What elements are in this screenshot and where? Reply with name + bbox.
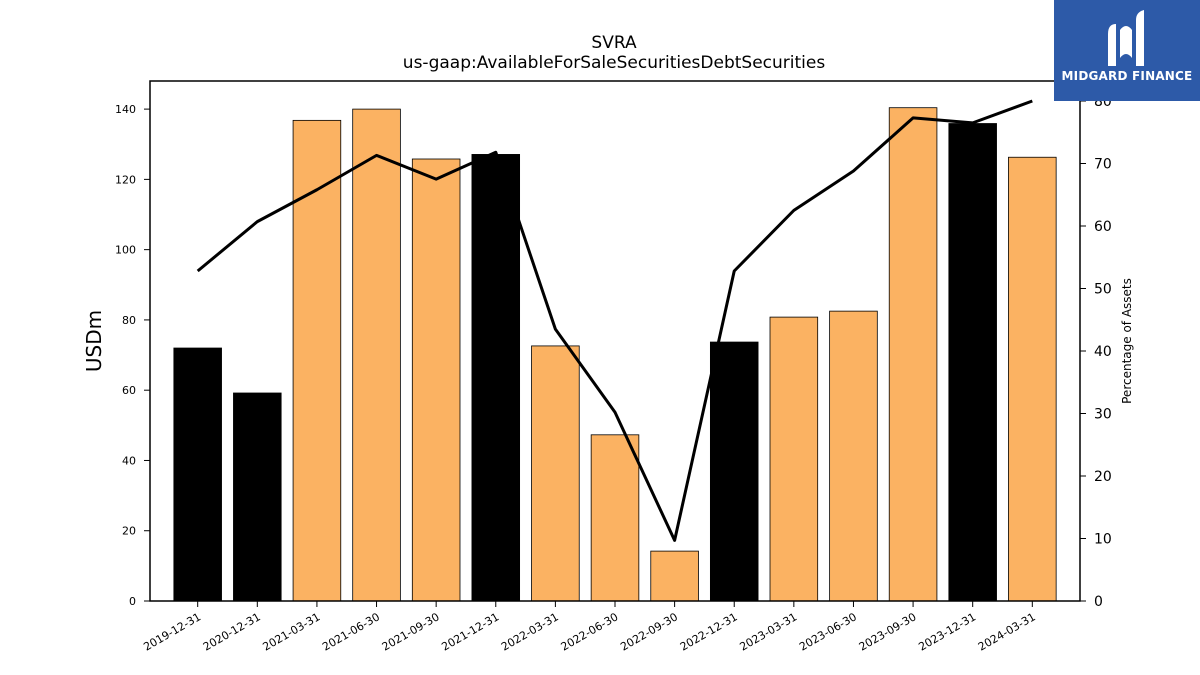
y2-tick-label: 10: [1094, 532, 1112, 548]
y-tick-label: 60: [122, 384, 136, 397]
bar: [1008, 156, 1057, 602]
x-tick-label: 2022-09-30: [618, 610, 680, 653]
y-tick-label: 120: [115, 173, 136, 186]
x-tick-label: 2023-12-31: [916, 610, 978, 653]
bar: [590, 434, 640, 602]
x-tick-label: 2024-03-31: [976, 610, 1038, 653]
x-tick-label: 2021-03-31: [261, 610, 323, 653]
y2-tick-label: 0: [1094, 594, 1103, 610]
y-tick-label: 40: [122, 454, 136, 467]
bar: [948, 123, 997, 602]
x-tick-label: 2022-03-31: [499, 610, 561, 653]
x-tick-label: 2019-12-31: [141, 610, 203, 653]
y2-tick-label: 30: [1094, 407, 1112, 423]
x-tick-label: 2023-09-30: [857, 610, 919, 653]
bar: [769, 316, 819, 602]
x-tick-label: 2021-09-30: [380, 610, 442, 653]
y-tick-label: 100: [115, 244, 136, 257]
chart-title: SVRA: [591, 33, 637, 53]
x-tick-label: 2023-03-31: [737, 610, 799, 653]
x-tick-label: 2022-12-31: [678, 610, 740, 653]
bar: [471, 154, 521, 602]
x-tick-label: 2021-06-30: [320, 610, 382, 653]
y2-tick-label: 60: [1094, 219, 1112, 235]
chart-subtitle: us-gaap:AvailableForSaleSecuritiesDebtSe…: [403, 53, 826, 73]
bar: [709, 341, 759, 602]
brand-name: MIDGARD FINANCE: [1061, 69, 1193, 83]
y-tick-label: 20: [122, 525, 136, 538]
y-tick-label: 0: [129, 595, 136, 608]
bar: [352, 108, 401, 602]
bar: [829, 310, 878, 602]
bar: [531, 345, 580, 602]
x-tick-label: 2020-12-31: [201, 610, 263, 653]
y-axis-label: USDm: [82, 310, 106, 372]
bar: [650, 550, 699, 602]
bar: [888, 107, 938, 602]
x-tick-label: 2021-12-31: [439, 610, 501, 653]
y2-tick-label: 70: [1094, 157, 1112, 173]
bar: [292, 119, 342, 602]
y2-tick-label: 40: [1094, 344, 1112, 360]
x-tick-label: 2022-06-30: [559, 610, 621, 653]
bar: [173, 347, 222, 602]
bar: [233, 392, 282, 602]
y2-tick-label: 20: [1094, 469, 1112, 485]
y2-axis-label: Percentage of Assets: [1120, 278, 1134, 404]
y-tick-label: 140: [115, 103, 136, 116]
y2-tick-label: 50: [1094, 282, 1112, 298]
logo-mark-icon: [1108, 10, 1144, 66]
bar: [411, 158, 461, 602]
x-tick-label: 2023-06-30: [797, 610, 859, 653]
plot-area: 020406080100120140010203040506070802019-…: [115, 80, 1112, 654]
brand-logo: MIDGARD FINANCE: [1054, 0, 1200, 101]
y-tick-label: 80: [122, 314, 136, 327]
percentage-line: [196, 99, 1033, 542]
